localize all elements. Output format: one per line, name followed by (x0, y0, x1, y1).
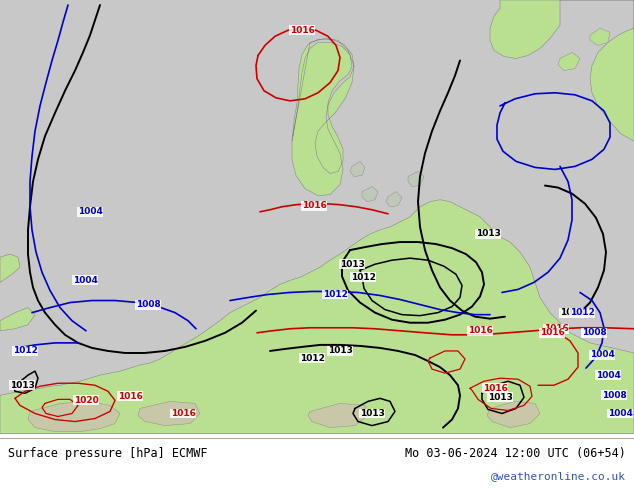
Polygon shape (28, 401, 120, 432)
Polygon shape (362, 187, 378, 202)
Text: 1012: 1012 (569, 308, 595, 317)
Text: 1016: 1016 (171, 409, 195, 418)
Polygon shape (350, 161, 365, 176)
Polygon shape (0, 308, 35, 331)
Text: 1013: 1013 (488, 393, 512, 402)
Text: 1016: 1016 (482, 384, 507, 393)
Text: 1008: 1008 (602, 391, 626, 400)
Text: 1013: 1013 (328, 346, 353, 355)
Text: 1004: 1004 (607, 409, 633, 418)
Text: 1016: 1016 (302, 201, 327, 210)
Polygon shape (386, 192, 402, 207)
Text: 1008: 1008 (136, 300, 160, 309)
Text: 1004: 1004 (590, 350, 614, 360)
Text: 1020: 1020 (74, 396, 98, 405)
Text: Mo 03-06-2024 12:00 UTC (06+54): Mo 03-06-2024 12:00 UTC (06+54) (405, 447, 626, 460)
Text: 1016: 1016 (543, 324, 569, 333)
Text: 1016: 1016 (540, 328, 564, 337)
Text: 1008: 1008 (581, 328, 606, 337)
Text: 1013: 1013 (340, 260, 365, 269)
Polygon shape (0, 254, 20, 282)
Polygon shape (308, 403, 368, 428)
Polygon shape (590, 28, 610, 46)
Text: 1012: 1012 (351, 273, 375, 282)
Text: 1004: 1004 (595, 370, 621, 380)
Text: 1012: 1012 (13, 346, 37, 355)
Text: 1016: 1016 (467, 326, 493, 335)
Text: 1016: 1016 (117, 392, 143, 401)
Text: 1013: 1013 (560, 308, 585, 317)
Text: 1016: 1016 (290, 26, 314, 35)
Text: 1013: 1013 (359, 409, 384, 418)
Polygon shape (490, 0, 634, 141)
Text: 1004: 1004 (72, 276, 98, 285)
Polygon shape (292, 38, 354, 196)
Polygon shape (408, 172, 424, 187)
Polygon shape (487, 401, 540, 428)
Text: @weatheronline.co.uk: @weatheronline.co.uk (491, 471, 626, 481)
Text: 1012: 1012 (299, 353, 325, 363)
Text: 1013: 1013 (476, 229, 500, 239)
Text: 1012: 1012 (323, 290, 347, 299)
Polygon shape (0, 200, 634, 434)
Polygon shape (138, 401, 200, 426)
Text: 1013: 1013 (10, 381, 34, 390)
Polygon shape (558, 52, 580, 71)
Text: Surface pressure [hPa] ECMWF: Surface pressure [hPa] ECMWF (8, 447, 207, 460)
Text: 1004: 1004 (77, 207, 103, 216)
